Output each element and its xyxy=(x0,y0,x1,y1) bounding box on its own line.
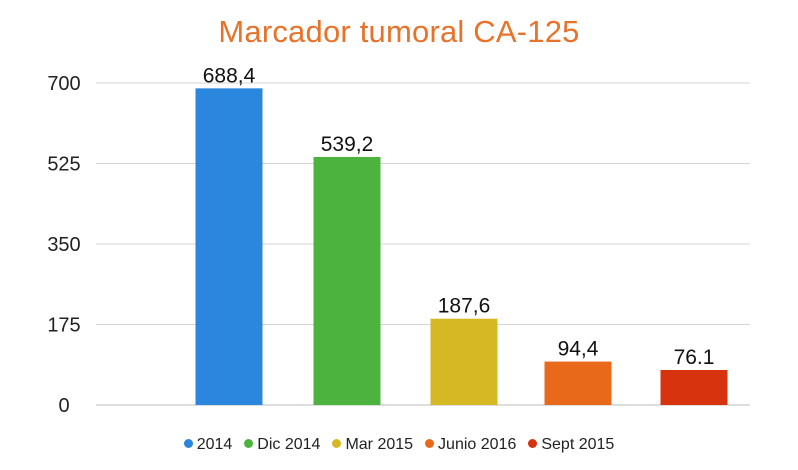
data-label: 76.1 xyxy=(674,346,715,369)
y-tick-label: 525 xyxy=(47,154,80,176)
legend-item: Junio 2016 xyxy=(425,436,516,454)
data-label: 539,2 xyxy=(321,133,374,156)
legend: 2014 Dic 2014 Mar 2015 Junio 2016 Sept 2015 xyxy=(0,436,798,454)
legend-marker-icon xyxy=(528,439,538,448)
bar-junio-2016 xyxy=(544,361,612,405)
legend-marker-icon xyxy=(244,439,254,448)
y-tick-label: 700 xyxy=(47,73,80,95)
y-tick-label: 350 xyxy=(47,234,80,256)
legend-label: Mar 2015 xyxy=(345,436,414,453)
bar-sept-2015 xyxy=(660,369,728,405)
legend-label: 2014 xyxy=(196,436,233,453)
data-labels: 688,4 539,2 187,6 94,4 76.1 xyxy=(203,64,715,369)
legend-item: 2014 xyxy=(183,436,233,454)
data-label: 94,4 xyxy=(558,338,599,361)
legend-item: Sept 2015 xyxy=(528,436,614,454)
legend-label: Junio 2016 xyxy=(438,436,517,453)
data-label: 187,6 xyxy=(438,295,491,318)
legend-item: Dic 2014 xyxy=(244,436,320,454)
legend-marker-icon xyxy=(332,439,342,448)
legend-marker-icon xyxy=(425,439,435,448)
y-tick-label: 0 xyxy=(58,395,69,417)
bar-dic-2014 xyxy=(313,156,381,405)
bar-mar-2015 xyxy=(430,318,498,405)
bar-2014 xyxy=(195,88,263,405)
legend-label: Sept 2015 xyxy=(541,436,615,453)
bars xyxy=(195,88,728,405)
y-axis-ticks: 0 175 350 525 700 xyxy=(47,73,80,417)
grid-lines xyxy=(96,82,750,406)
legend-marker-icon xyxy=(183,439,193,448)
data-label: 688,4 xyxy=(203,64,256,87)
legend-item: Mar 2015 xyxy=(332,436,413,454)
y-tick-label: 175 xyxy=(47,315,80,337)
chart-title: Marcador tumoral CA-125 xyxy=(218,14,580,49)
legend-label: Dic 2014 xyxy=(257,436,321,453)
